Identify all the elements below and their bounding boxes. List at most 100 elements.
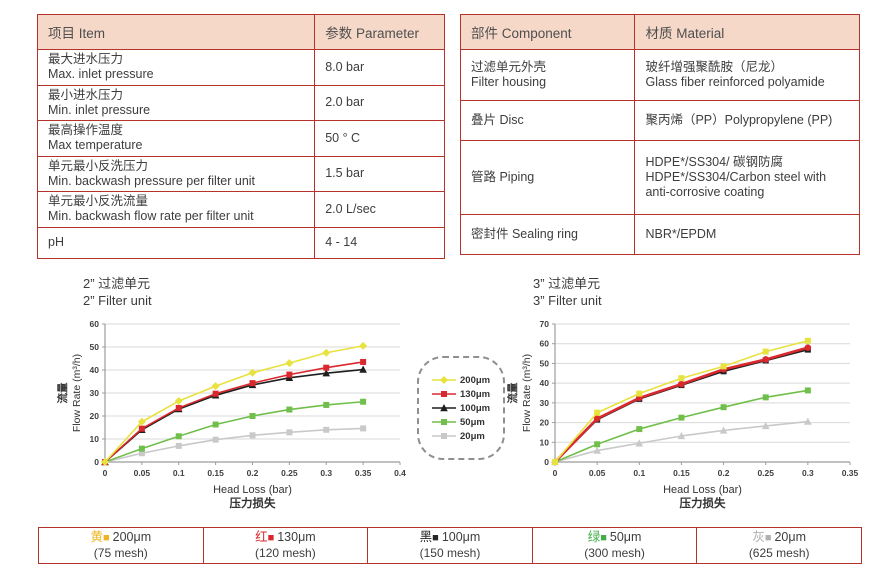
x-tick-label: 0.2 (718, 468, 730, 478)
color-character: 黑 (419, 530, 433, 545)
marker-square (762, 348, 769, 355)
legend-item-130μm: 130μm (431, 389, 503, 400)
legend-swatch (432, 376, 456, 384)
x-tick-label: 0 (553, 468, 558, 478)
material-cell-line: HDPE*/SS304/ 碳钢防腐 (645, 154, 784, 169)
color-square-icon: ■ (432, 532, 439, 545)
material-cell: HDPE*/SS304/ 碳钢防腐 HDPE*/SS304/Carbon stee… (634, 140, 860, 215)
spec-item-cell: 最小进水压力 Min. inlet pressure (36, 84, 316, 121)
color-character: 灰 (752, 530, 765, 545)
marker-circle (678, 380, 685, 388)
component-cell: 叠片 Disc (459, 100, 636, 141)
marker-square (175, 433, 182, 440)
series-line-200μm (104, 344, 364, 463)
material-cell-line: HDPE*/SS304/Carbon steel with anti-corro… (645, 169, 827, 200)
x-tick-label: 0.25 (757, 468, 774, 478)
mesh-legend-line1: 黄■ 200μm (90, 530, 151, 546)
marker-square (286, 429, 293, 436)
material-table-header-material: 材质 Material (634, 14, 860, 50)
material-cell-line: 聚丙烯（PP）Polypropylene (PP) (645, 112, 833, 127)
marker-square (175, 442, 182, 449)
color-square-icon: ■ (764, 532, 772, 545)
color-square-icon: ■ (600, 532, 607, 545)
legend-item-50μm: 50μm (431, 417, 503, 428)
spec-table-row: 最大进水压力 Max. inlet pressure 8.0 bar (36, 49, 445, 86)
micron-label: 20μm (774, 530, 807, 545)
color-square-icon: ■ (102, 532, 110, 545)
y-axis-label-zh: 流量 (506, 382, 519, 403)
mesh-label: (75 mesh) (93, 545, 148, 560)
color-character: 绿 (587, 530, 601, 545)
flow-rate-chart-3inch: 0 10 20 30 40 50 60 70 0 0.05 0.1 0.15 0.2 0.25 0.3 0.3… (506, 319, 859, 510)
x-tick-label: 0.15 (207, 468, 224, 478)
mesh-legend-cell-200μm: 黄■ 200μm (75 mesh) (39, 528, 204, 563)
marker-triangle (322, 369, 331, 377)
flow-rate-chart-2inch: 0 10 20 30 40 50 60 0 0.05 0.1 0.15 0.2 0.25 0.3 0.35 0… (56, 319, 406, 510)
x-tick-label: 0.15 (673, 468, 690, 478)
marker-diamond (174, 396, 183, 405)
spec-item-line: pH (48, 234, 64, 249)
spec-value-cell: 2.0 bar (314, 84, 445, 121)
x-tick-label: 0.3 (320, 468, 332, 478)
color-character: 黄 (90, 530, 103, 545)
legend-label: 130μm (460, 388, 491, 400)
legend-label: 100μm (460, 402, 491, 414)
mesh-legend-cell-20μm: 灰■ 20μm (625 mesh) (697, 528, 861, 563)
mesh-label: (300 mesh) (584, 545, 645, 560)
marker-diamond (101, 457, 109, 466)
marker-square (678, 414, 685, 421)
legend-swatch (432, 433, 456, 439)
series-line-100μm (104, 368, 364, 463)
marker-square (804, 387, 811, 394)
y-tick-label: 30 (540, 398, 550, 408)
legend-swatch (432, 419, 456, 425)
spec-table-row: 最高操作温度 Max temperature 50 ° C (36, 120, 445, 157)
material-cell-line: NBR*/EPDM (645, 226, 717, 241)
spec-item-line: 最大进水压力 (48, 52, 124, 66)
mesh-legend-cell-100μm: 黑■ 100μm (150 mesh) (368, 528, 533, 563)
legend-swatch (432, 404, 456, 412)
x-tick-label: 0.35 (355, 468, 372, 478)
component-cell: 管路 Piping (459, 140, 636, 215)
marker-square (249, 412, 256, 419)
spec-value-cell: 50 ° C (314, 120, 445, 157)
series-line-130μm (104, 360, 364, 463)
material-cell: 聚丙烯（PP）Polypropylene (PP) (634, 100, 860, 141)
x-axis-label-zh: 压力损失 (230, 496, 276, 510)
marker-square (323, 401, 330, 408)
marker-diamond (322, 348, 331, 357)
marker-triangle (440, 404, 448, 412)
x-axis-label: Head Loss (bar) (213, 484, 292, 496)
marker-triangle (804, 417, 812, 425)
y-tick-label: 60 (90, 319, 100, 329)
component-cell-line: Filter housing (471, 75, 547, 89)
material-table-row: 密封件 Sealing ring NBR*/EPDM (459, 214, 860, 255)
marker-square (441, 391, 447, 397)
chart-title-3inch-en: 3” Filter unit (533, 292, 602, 308)
chart-title-3inch-zh: 3” 过滤单元 (533, 276, 601, 291)
marker-square (720, 363, 727, 370)
x-axis-label-zh: 压力损失 (680, 496, 726, 510)
chart-title-2inch-zh: 2” 过滤单元 (83, 276, 151, 291)
marker-square (323, 426, 330, 433)
spec-item-cell: 单元最小反洗压力 Min. backwash pressure per filte… (36, 155, 316, 192)
legend-item-20μm: 20μm (431, 431, 503, 442)
mesh-size-legend: 黄■ 200μm (75 mesh) 红■ 130μm (120 mesh) 黑■ 100μm… (38, 527, 862, 564)
y-axis-label-zh: 流量 (56, 382, 69, 403)
y-tick-label: 0 (94, 457, 99, 467)
spec-item-line: 最高操作温度 (48, 123, 124, 137)
chart-title-2inch: 2” 过滤单元 2” Filter unit (83, 276, 415, 310)
series-line-100μm (554, 348, 809, 463)
marker-square (249, 379, 256, 386)
mesh-legend-cell-130μm: 红■ 130μm (120 mesh) (204, 528, 369, 563)
marker-square (138, 445, 145, 452)
component-cell: 密封件 Sealing ring (459, 214, 636, 255)
y-tick-label: 50 (540, 358, 550, 368)
material-cell: 玻纤增强聚酰胺（尼龙） Glass fiber reinforced polyam… (634, 49, 860, 101)
y-tick-label: 70 (540, 319, 550, 329)
series-line-50μm (104, 400, 364, 463)
component-cell-line: 过滤单元外壳 (471, 59, 547, 74)
component-cell-line: 密封件 Sealing ring (471, 226, 578, 241)
marker-square (286, 406, 293, 413)
marker-square (212, 436, 219, 443)
